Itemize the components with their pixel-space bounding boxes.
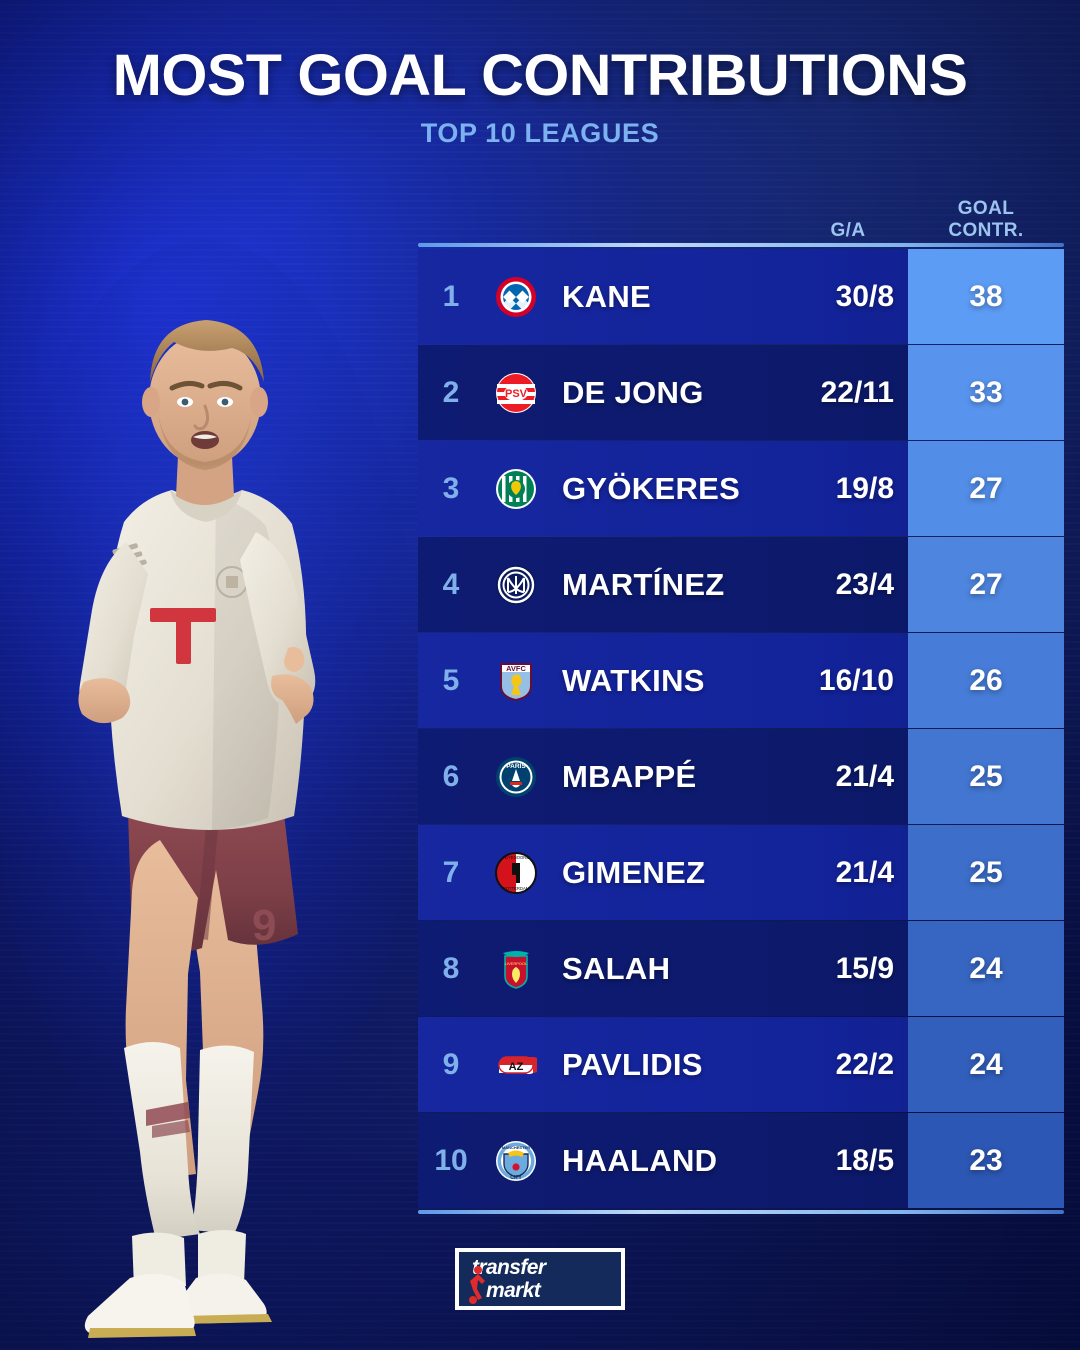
row-goals-assists: 22/11 (820, 375, 894, 409)
row-goal-contributions: 27 (908, 441, 1064, 536)
row-goals-assists: 18/5 (835, 1143, 894, 1177)
column-header-goal-contr: GOAL CONTR. (908, 198, 1064, 241)
row-goal-contributions: 33 (908, 345, 1064, 440)
svg-text:MANCHESTER: MANCHESTER (502, 1145, 530, 1150)
row-player-name: SALAH (562, 950, 671, 986)
club-badge-sporting-cp-icon (484, 468, 548, 510)
footballer-icon (469, 1266, 485, 1304)
row-player-name: MARTÍNEZ (562, 566, 725, 602)
row-goals-assists: 23/4 (835, 567, 894, 601)
club-badge-feyenoord-icon: FEYENOORD ROTTERDAM (484, 851, 548, 894)
row-player-name: KANE (562, 278, 652, 314)
club-badge-liverpool-icon: LIVERPOOL (484, 948, 548, 990)
club-badge-paris-saint-germain-icon: PARIS (484, 756, 548, 798)
table-column-headers: G/A GOAL CONTR. (418, 175, 1064, 243)
row-goals-assists: 30/8 (835, 279, 894, 313)
club-badge-az-alkmaar-icon: AZ (484, 1044, 548, 1086)
row-player-name: GYÖKERES (562, 470, 741, 506)
row-goals-assists: 21/4 (835, 855, 894, 889)
row-rank: 7 (442, 855, 460, 889)
row-player-name: DE JONG (562, 374, 704, 410)
row-goals-assists: 21/4 (835, 759, 894, 793)
table-bottom-rule (418, 1210, 1064, 1214)
player-illustration: 9 (0, 240, 420, 1338)
row-rank: 8 (442, 951, 460, 985)
transfermarkt-logo-inner: transfer markt (459, 1252, 621, 1306)
table-row[interactable]: 6 PARIS MBAPPÉ 21/4 25 (418, 729, 1064, 824)
page-title: MOST GOAL CONTRIBUTIONS (112, 43, 968, 108)
row-rank: 5 (442, 663, 460, 697)
table-row[interactable]: 8 LIVERPOOL SALAH 15/9 24 (418, 921, 1064, 1016)
header: MOST GOAL CONTRIBUTIONS TOP 10 LEAGUES (0, 43, 1080, 149)
row-player-name: PAVLIDIS (562, 1046, 703, 1082)
club-badge-aston-villa-icon: AVFC (484, 660, 548, 702)
table-row[interactable]: 2 PSV DE JONG 22/11 33 (418, 345, 1064, 440)
row-player-name: HAALAND (562, 1142, 718, 1178)
transfermarkt-logo: transfer markt (455, 1248, 625, 1310)
row-goals-assists: 22/2 (835, 1047, 894, 1081)
logo-line-markt: markt (486, 1279, 541, 1302)
club-badge-inter-milan-icon (484, 564, 548, 606)
row-rank: 1 (442, 279, 460, 313)
svg-text:ROTTERDAM: ROTTERDAM (503, 886, 530, 891)
player-photo-harry-kane: 9 (0, 150, 420, 1350)
row-goal-contributions: 26 (908, 633, 1064, 728)
table-row[interactable]: 3 GYÖKERES 19/8 27 (418, 441, 1064, 536)
row-goal-contributions: 38 (908, 249, 1064, 344)
table-row[interactable]: 7 FEYENOORD ROTTERDAM GIMENEZ 21/4 25 (418, 825, 1064, 920)
svg-text:FEYENOORD: FEYENOORD (503, 855, 530, 860)
table-row[interactable]: 5 AVFC WATKINS 16/10 26 (418, 633, 1064, 728)
row-goal-contributions: 24 (908, 921, 1064, 1016)
club-badge-manchester-city-icon: CITY MANCHESTER (484, 1140, 548, 1182)
club-badge-bayern-munich-icon (484, 276, 548, 318)
svg-text:LIVERPOOL: LIVERPOOL (505, 961, 528, 966)
row-player-name: GIMENEZ (562, 854, 706, 890)
page-subtitle: TOP 10 LEAGUES (420, 118, 660, 149)
row-rank: 6 (442, 759, 460, 793)
table-row[interactable]: 9 AZ PAVLIDIS 22/2 24 (418, 1017, 1064, 1112)
svg-text:PARIS: PARIS (506, 763, 526, 770)
table-top-rule (418, 243, 1064, 247)
svg-text:AZ: AZ (509, 1061, 524, 1073)
row-goals-assists: 15/9 (835, 951, 894, 985)
row-rank: 9 (442, 1047, 460, 1081)
row-goal-contributions: 25 (908, 729, 1064, 824)
club-badge-psv-eindhoven-icon: PSV (484, 372, 548, 414)
ranking-table: G/A GOAL CONTR. 1 KANE 30/8 38 2 PSV DE JONG 22… (418, 175, 1064, 1214)
row-goal-contributions: 27 (908, 537, 1064, 632)
svg-text:PSV: PSV (505, 388, 528, 400)
table-row[interactable]: 4 MARTÍNEZ 23/4 27 (418, 537, 1064, 632)
row-rank: 4 (442, 567, 460, 601)
row-goal-contributions: 23 (908, 1113, 1064, 1208)
row-goals-assists: 19/8 (835, 471, 894, 505)
table-row[interactable]: 1 KANE 30/8 38 (418, 249, 1064, 344)
column-header-ga: G/A (830, 219, 866, 241)
column-header-goal-contr-line1: GOAL (957, 198, 1015, 220)
svg-text:9: 9 (252, 901, 276, 950)
row-goal-contributions: 25 (908, 825, 1064, 920)
svg-text:AVFC: AVFC (506, 664, 526, 673)
logo-line-transfer: transfer (472, 1256, 546, 1279)
table-body: 1 KANE 30/8 38 2 PSV DE JONG 22/11 33 3 GYÖKERES 19… (418, 249, 1064, 1208)
svg-text:CITY: CITY (510, 1175, 522, 1181)
column-header-goal-contr-line2: CONTR. (948, 219, 1024, 241)
row-goal-contributions: 24 (908, 1017, 1064, 1112)
row-rank: 2 (442, 375, 460, 409)
row-player-name: MBAPPÉ (562, 758, 697, 794)
table-row[interactable]: 10 CITY MANCHESTER HAALAND 18/5 23 (418, 1113, 1064, 1208)
row-rank: 10 (434, 1143, 468, 1177)
row-player-name: WATKINS (562, 662, 705, 698)
row-rank: 3 (442, 471, 460, 505)
row-goals-assists: 16/10 (818, 663, 894, 697)
